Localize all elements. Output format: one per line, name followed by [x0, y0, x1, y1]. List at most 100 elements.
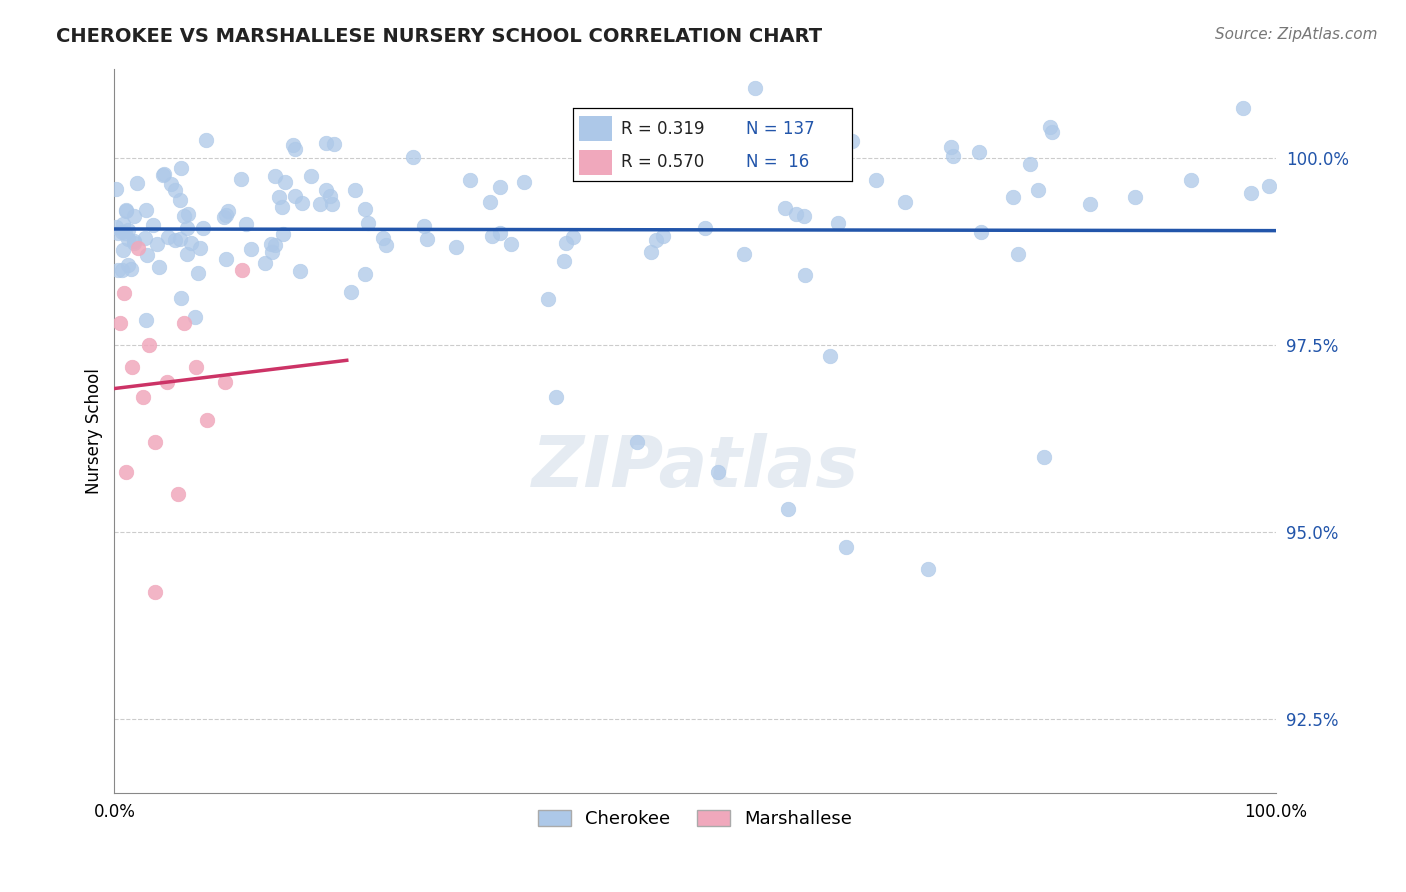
Point [271, 200, 294, 214]
Point [323, 136, 346, 151]
Point [1240, 186, 1263, 201]
Point [353, 202, 375, 216]
Point [499, 236, 522, 251]
Point [138, 338, 160, 352]
Point [163, 234, 186, 248]
Point [215, 252, 238, 267]
Point [1078, 196, 1101, 211]
Point [160, 177, 183, 191]
Point [117, 223, 139, 237]
Point [117, 231, 139, 245]
Point [967, 145, 990, 159]
Point [894, 195, 917, 210]
Point [321, 197, 343, 211]
Point [122, 235, 145, 250]
Point [111, 263, 134, 277]
Point [110, 316, 132, 330]
Point [793, 209, 815, 223]
Point [1180, 172, 1202, 186]
Point [121, 360, 143, 375]
Point [114, 204, 136, 219]
Point [112, 217, 135, 231]
Point [775, 201, 797, 215]
Point [142, 218, 165, 232]
Point [136, 248, 159, 262]
Point [446, 240, 468, 254]
Point [1032, 450, 1054, 464]
Point [253, 256, 276, 270]
Point [744, 81, 766, 95]
Point [309, 196, 332, 211]
Point [373, 231, 395, 245]
Point [785, 207, 807, 221]
Point [170, 291, 193, 305]
Point [340, 285, 363, 300]
Point [105, 220, 128, 235]
Point [640, 245, 662, 260]
Point [1040, 125, 1063, 139]
Point [794, 268, 817, 282]
Point [111, 243, 134, 257]
Point [115, 203, 138, 218]
Point [652, 229, 675, 244]
Point [841, 134, 863, 148]
Point [344, 183, 367, 197]
Point [1026, 183, 1049, 197]
Point [284, 188, 307, 202]
Point [374, 238, 396, 252]
Point [291, 196, 314, 211]
Point [135, 312, 157, 326]
Point [143, 584, 166, 599]
Point [170, 161, 193, 176]
Point [748, 164, 770, 178]
Point [626, 435, 648, 450]
Point [481, 229, 503, 244]
Point [120, 262, 142, 277]
Point [165, 183, 187, 197]
Point [231, 263, 253, 277]
Point [942, 149, 965, 163]
Point [489, 180, 512, 194]
Point [177, 207, 200, 221]
Point [707, 465, 730, 479]
Point [939, 140, 962, 154]
Point [169, 193, 191, 207]
Point [1018, 157, 1040, 171]
Point [512, 175, 534, 189]
Point [1039, 120, 1062, 135]
Point [299, 169, 322, 183]
Point [239, 242, 262, 256]
Point [194, 133, 217, 147]
Point [315, 136, 337, 151]
Point [115, 465, 138, 479]
Point [1232, 101, 1254, 115]
Point [865, 173, 887, 187]
Point [235, 217, 257, 231]
Point [215, 208, 238, 222]
Point [555, 235, 578, 250]
Point [827, 216, 849, 230]
Point [148, 260, 170, 274]
Text: CHEROKEE VS MARSHALLESE NURSERY SCHOOL CORRELATION CHART: CHEROKEE VS MARSHALLESE NURSERY SCHOOL C… [56, 27, 823, 45]
Point [124, 235, 146, 249]
Point [263, 237, 285, 252]
Point [274, 175, 297, 189]
Point [169, 232, 191, 246]
Point [191, 221, 214, 235]
Point [188, 241, 211, 255]
Point [402, 150, 425, 164]
Point [111, 225, 134, 239]
Point [544, 390, 567, 404]
Point [561, 230, 583, 244]
Point [319, 189, 342, 203]
Point [156, 230, 179, 244]
Point [693, 221, 716, 235]
Point [229, 171, 252, 186]
Point [107, 226, 129, 240]
Point [112, 285, 135, 300]
Point [134, 231, 156, 245]
Point [479, 194, 502, 209]
Point [167, 487, 190, 501]
Point [212, 210, 235, 224]
Point [117, 258, 139, 272]
